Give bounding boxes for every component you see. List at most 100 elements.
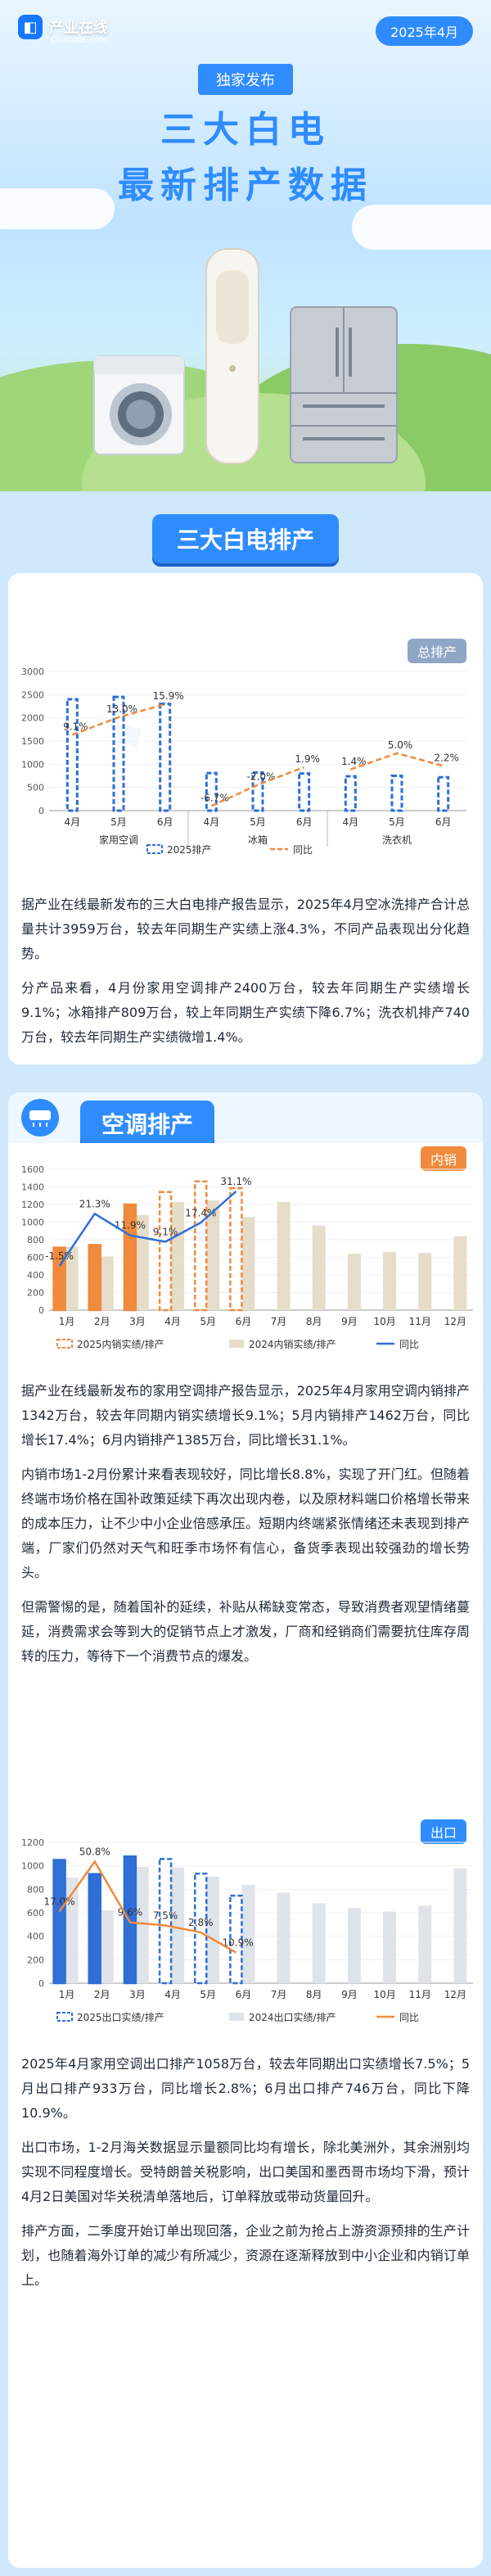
section-title-white-goods: 三大白电排产	[151, 514, 340, 563]
total-production-chart: 0 500 1000 1500 2000 2500 3000 4月 9.1% 5月 13.0% 6月 1…	[21, 667, 466, 856]
brand-logo: ◧	[18, 15, 43, 39]
x-tick-label: 12月	[444, 1316, 466, 1327]
yoy-data-label: 1.9%	[295, 753, 320, 765]
domestic-sales-chart: 0 200 400 600 800 1000 1200 1400 1600 -1.5% 1月 21.3…	[21, 1164, 473, 1350]
x-tick-label: 6月	[236, 1316, 252, 1327]
legend-2025-swatch	[56, 1339, 73, 1349]
x-tick-label: 1月	[59, 1989, 75, 2000]
yoy-data-label: 2.8%	[188, 1917, 214, 1928]
yoy-data-label: 21.3%	[79, 1198, 110, 1209]
bar-2024	[171, 1867, 185, 1983]
yoy-data-label: 1.4%	[341, 756, 367, 767]
y-tick-label: 200	[27, 1288, 44, 1299]
production-bar	[112, 695, 125, 812]
x-tick-label: 8月	[306, 1316, 322, 1327]
bar-2024	[241, 1217, 255, 1310]
y-tick-label: 1000	[21, 1218, 44, 1228]
yoy-line	[349, 752, 444, 771]
hero-title-line2: 最新排产数据	[118, 165, 373, 206]
section1-text: 据产业在线最新发布的三大白电排产报告显示，2025年4月空冰洗排产合计总量共计3…	[21, 893, 470, 1060]
yoy-data-label: -1.5%	[45, 1250, 74, 1262]
yoy-data-label: 9.1%	[153, 1227, 178, 1238]
chart-tab-total: 总排产	[407, 639, 466, 663]
export-paragraph-3: 排产方面，二季度开始订单出现回落，企业之前为抢占上游资源预排的生产计划，也随着海…	[21, 2223, 470, 2288]
bar-2024	[65, 1878, 79, 1983]
bar-2024	[312, 1903, 326, 1983]
production-bar	[298, 772, 311, 812]
x-tick-label: 4月	[204, 816, 220, 828]
y-tick-label: 1600	[21, 1164, 44, 1175]
x-tick-label: 2月	[94, 1989, 110, 2000]
x-tick-label: 12月	[444, 1989, 466, 2000]
y-tick-label: 600	[27, 1253, 44, 1263]
air-conditioner-icon	[205, 248, 259, 464]
chart-tab-domestic: 内销	[420, 1146, 466, 1171]
x-tick-label: 6月	[296, 816, 313, 828]
x-tick-label: 7月	[271, 1316, 287, 1327]
y-tick-label: 1400	[21, 1182, 44, 1193]
bar-2025	[158, 1191, 173, 1312]
chart-tab-export: 出口	[420, 1819, 466, 1844]
x-tick-label: 5月	[250, 816, 266, 828]
y-tick-label: 400	[27, 1270, 44, 1281]
bar-2024	[418, 1905, 432, 1983]
bar-2025	[229, 1186, 243, 1312]
bar-2024	[453, 1236, 467, 1310]
bar-2025	[88, 1873, 101, 1985]
white-goods-card: ◆ 总排产 0 500 1000 1500 2000 2500 3000 4月 9.1% 5月 13…	[8, 573, 483, 1064]
x-tick-label: 6月	[157, 816, 173, 828]
x-tick-label: 4月	[164, 1316, 181, 1327]
x-tick-label: 3月	[129, 1316, 146, 1327]
bar-2024	[347, 1254, 361, 1310]
y-tick-label: 500	[27, 783, 44, 793]
export-chart: 02004006008001000120017.0%1月50.8%2月9.6%3…	[21, 1837, 473, 2023]
section2-paragraph-3: 但需警惕的是，随着国补的延续，补贴从稀缺变常态，导致消费者观望情绪蔓延，消费需求…	[21, 1599, 470, 1664]
y-tick-label: 800	[27, 1235, 44, 1245]
production-bar	[205, 771, 218, 812]
legend-2024-swatch	[229, 1340, 244, 1348]
x-tick-label: 5月	[200, 1316, 216, 1327]
legend-yoy-label: 同比	[399, 1339, 419, 1350]
y-tick-label: 400	[27, 1932, 44, 1942]
brand-subtitle: ChinaIOL.com	[51, 36, 108, 45]
bar-2024	[206, 1200, 220, 1310]
legend-line-label: 同比	[293, 844, 313, 856]
bar-2024	[100, 1256, 114, 1310]
yoy-data-label: 31.1%	[220, 1176, 251, 1187]
yoy-line	[58, 1860, 237, 1954]
x-tick-label: 4月	[164, 1989, 181, 2000]
production-bar	[437, 775, 450, 812]
legend-2024-label: 2024出口实绩/排产	[249, 2011, 336, 2023]
x-tick-label: 6月	[435, 816, 452, 828]
export-paragraph-2: 出口市场，1-2月海关数据显示量额同比均有增长，除北美洲外，其余洲别均实现不同程…	[21, 2140, 470, 2204]
y-tick-label: 1200	[21, 1837, 44, 1848]
group-label: 冰箱	[248, 834, 268, 846]
yoy-data-label: 2.2%	[434, 752, 459, 763]
x-tick-label: 10月	[373, 1316, 395, 1327]
bar-2024	[65, 1246, 79, 1310]
legend-2024-swatch	[229, 2013, 244, 2021]
legend-yoy-label: 同比	[399, 2012, 419, 2023]
yoy-data-label: 7.5%	[153, 1910, 178, 1922]
date-badge: 2025年4月	[376, 16, 473, 46]
production-bar	[159, 703, 172, 812]
x-tick-label: 10月	[373, 1989, 395, 2000]
group-label: 洗衣机	[382, 834, 412, 846]
yoy-data-label: -2.0%	[247, 771, 276, 782]
bar-2024	[418, 1253, 432, 1310]
export-text: 2025年4月家用空调出口排产1058万台，较去年同期出口实绩增长7.5%；5月…	[21, 2052, 470, 2303]
y-tick-label: 0	[38, 806, 44, 816]
bar-2024	[277, 1201, 291, 1310]
bar-2025	[123, 1203, 137, 1312]
ac-card: ◆ 内销 0 200 400 600 800 1000 1200 1400 1600 -1.5% 1…	[8, 1143, 483, 2568]
x-tick-label: 6月	[236, 1989, 252, 2000]
y-tick-label: 2500	[21, 689, 44, 700]
bar-2024	[100, 1910, 114, 1983]
x-tick-label: 9月	[341, 1989, 358, 2000]
bar-2024	[383, 1252, 397, 1310]
yoy-line	[210, 766, 305, 807]
y-tick-label: 0	[38, 1305, 44, 1316]
exclusive-tag: 独家发布	[198, 64, 293, 95]
legend-2025-label: 2025内销实绩/排产	[77, 1338, 164, 1350]
